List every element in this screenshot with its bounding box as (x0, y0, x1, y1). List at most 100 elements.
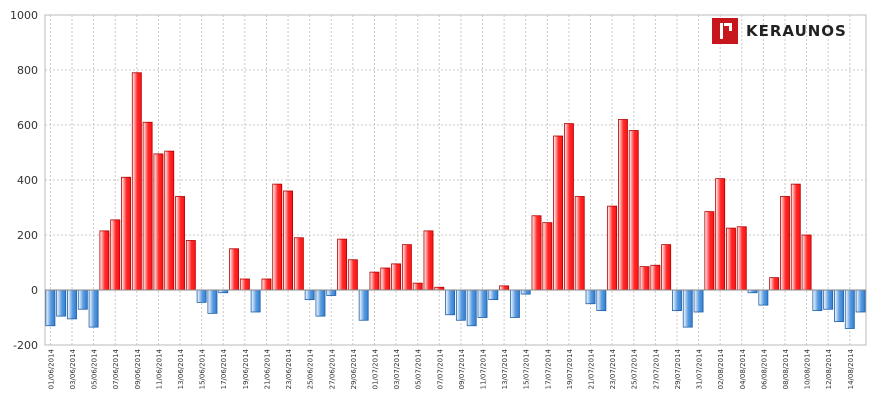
bar-10/07/2014 (466, 289, 477, 327)
keraunos-logo-mark (712, 18, 738, 44)
bar-26/07/2014 (639, 266, 650, 291)
bar-14/07/2014 (509, 289, 520, 318)
x-tick-label: 23/06/2014 (285, 348, 293, 389)
x-tick-label: 17/06/2014 (220, 348, 228, 389)
x-tick-label: 25/07/2014 (631, 348, 639, 389)
bar-31/07/2014 (693, 289, 704, 313)
x-tick-label: 06/08/2014 (760, 348, 768, 389)
bar-06/08/2014 (758, 289, 769, 306)
bar-04/08/2014 (736, 226, 747, 291)
x-tick-label: 05/07/2014 (415, 348, 423, 389)
bar-21/06/2014 (261, 278, 272, 291)
x-tick-label: 10/08/2014 (804, 348, 812, 389)
bar-11/06/2014 (153, 153, 164, 291)
logo-text: KERAUNOS (746, 22, 847, 40)
bar-02/06/2014 (56, 289, 67, 317)
bar-06/07/2014 (423, 230, 434, 291)
bar-29/06/2014 (347, 259, 358, 291)
bar-13/07/2014 (499, 285, 510, 291)
bar-14/06/2014 (185, 240, 196, 291)
bar-21/07/2014 (585, 289, 596, 305)
bar-27/07/2014 (650, 264, 661, 291)
bar-08/08/2014 (780, 196, 790, 291)
keraunos-logo: KERAUNOS (712, 18, 847, 44)
x-tick-label: 11/06/2014 (155, 348, 163, 389)
bar-03/08/2014 (726, 227, 736, 291)
bar-27/06/2014 (326, 289, 337, 296)
y-tick-label: 0 (31, 284, 38, 297)
x-tick-label: 23/07/2014 (609, 348, 617, 389)
bar-15/07/2014 (520, 289, 531, 295)
x-tick-label: 21/07/2014 (588, 348, 596, 389)
bar-08/06/2014 (121, 176, 131, 291)
bar-13/06/2014 (175, 196, 185, 291)
x-tick-label: 07/06/2014 (112, 348, 120, 389)
bar-19/06/2014 (239, 278, 250, 291)
x-tick-label: 11/07/2014 (480, 348, 488, 389)
bar-02/07/2014 (380, 267, 391, 291)
bar-09/08/2014 (790, 183, 801, 291)
x-tick-label: 13/06/2014 (177, 348, 185, 389)
bar-09/07/2014 (455, 289, 466, 321)
x-tick-label: 25/06/2014 (307, 348, 315, 389)
x-tick-label: 07/07/2014 (436, 348, 444, 389)
y-tick-label: 200 (17, 229, 38, 242)
x-tick-label: 27/06/2014 (328, 348, 336, 389)
bar-25/06/2014 (304, 289, 315, 301)
x-tick-label: 29/06/2014 (350, 348, 358, 389)
y-tick-label: 600 (17, 119, 38, 132)
bar-24/06/2014 (293, 237, 304, 291)
bar-11/07/2014 (477, 289, 488, 318)
x-tick-label: 12/08/2014 (825, 348, 833, 389)
x-tick-label: 01/06/2014 (47, 348, 55, 389)
x-tick-label: 15/07/2014 (523, 348, 531, 389)
bar-05/06/2014 (88, 289, 99, 328)
bar-18/06/2014 (229, 248, 239, 291)
y-tick-label: 1000 (10, 9, 38, 22)
bar-16/07/2014 (531, 215, 542, 291)
bar-28/06/2014 (337, 238, 348, 291)
x-tick-label: 21/06/2014 (263, 348, 271, 389)
x-tick-label: 02/08/2014 (717, 348, 725, 389)
y-tick-label: -200 (13, 339, 38, 352)
x-tick-label: 13/07/2014 (501, 348, 509, 389)
x-tick-label: 01/07/2014 (371, 348, 379, 389)
y-tick-label: 800 (17, 64, 38, 77)
x-tick-label: 19/06/2014 (242, 348, 250, 389)
bar-23/06/2014 (283, 190, 293, 291)
bar-23/07/2014 (607, 205, 618, 291)
bar-28/07/2014 (661, 244, 672, 291)
bar-01/08/2014 (704, 211, 715, 291)
x-tick-label: 29/07/2014 (674, 348, 682, 389)
bar-10/08/2014 (801, 234, 812, 291)
x-tick-label: 05/06/2014 (91, 348, 99, 389)
bar-07/06/2014 (110, 219, 121, 291)
bar-03/06/2014 (67, 289, 77, 320)
x-tick-label: 31/07/2014 (696, 348, 704, 389)
bar-20/06/2014 (250, 289, 261, 313)
x-tick-label: 09/06/2014 (134, 348, 142, 389)
bars (45, 72, 866, 329)
x-tick-label: 04/08/2014 (739, 348, 747, 389)
x-tick-label: 17/07/2014 (544, 348, 552, 389)
y-tick-label: 400 (17, 174, 38, 187)
x-tick-label: 08/08/2014 (782, 348, 790, 389)
bar-07/08/2014 (769, 277, 780, 291)
x-tick-label: 03/07/2014 (393, 348, 401, 389)
bar-10/06/2014 (142, 121, 153, 291)
bar-12/08/2014 (823, 289, 834, 310)
x-tick-label: 03/06/2014 (69, 348, 77, 389)
bar-25/07/2014 (628, 130, 639, 291)
bar-01/06/2014 (45, 289, 56, 327)
x-tick-label: 14/08/2014 (847, 348, 855, 389)
x-axis: 01/06/2014 03/06/2014 05/06/2014 07/06/2014… (47, 348, 854, 389)
x-tick-label: 27/07/2014 (652, 348, 660, 389)
bar-06/06/2014 (99, 230, 110, 291)
bar-16/06/2014 (207, 289, 218, 314)
bar-29/07/2014 (672, 289, 682, 312)
bar-30/06/2014 (358, 289, 369, 321)
x-tick-label: 19/07/2014 (566, 348, 574, 389)
bar-03/07/2014 (391, 263, 402, 291)
x-tick-label: 09/07/2014 (458, 348, 466, 389)
